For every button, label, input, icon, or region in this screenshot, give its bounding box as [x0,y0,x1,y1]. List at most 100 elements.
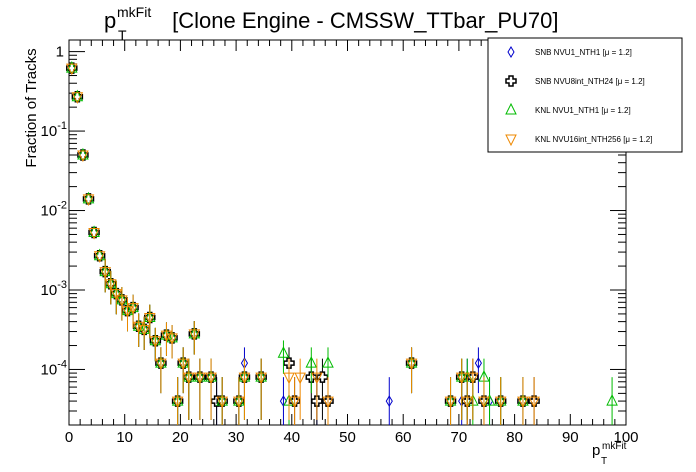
data-point [467,372,479,385]
data-point [233,396,245,409]
data-point [311,372,323,385]
data-point [205,372,217,385]
data-point [71,92,84,104]
x-tick-label: 80 [506,429,523,446]
data-point [182,372,195,385]
x-tick-label: 50 [339,429,356,446]
legend-marker [505,134,517,147]
x-tick-label: 10 [116,429,133,446]
x-axis-title-main: p [592,442,600,459]
data-point [444,396,457,409]
x-tick-label: 0 [65,429,73,446]
y-tick-label: 1 [56,44,64,61]
series-1 [66,62,540,425]
data-point [238,372,251,385]
data-point [494,396,507,409]
plot-area [65,60,618,425]
data-point [127,303,139,315]
data-point [93,251,106,263]
data-point [528,396,540,409]
title-rest: [Clone Engine - CMSSW_TTbar_PU70] [166,8,559,33]
y-tick-label: 10-1 [41,120,67,140]
data-point [71,89,84,102]
data-point [82,194,95,207]
data-point [116,295,128,308]
data-point [65,63,78,76]
x-tick-label: 40 [283,429,300,446]
data-point [104,279,117,291]
legend-entry: KNL NVU1_NTH1 [μ = 1.2] [505,102,631,115]
data-point [77,147,89,160]
data-point [255,372,267,385]
data-point [110,289,123,301]
data-point [279,395,288,408]
legend-label: KNL NVU1_NTH1 [μ = 1.2] [535,106,631,115]
data-point [88,227,100,240]
legend-label: SNB NVU1_NTH1 [μ = 1.2] [535,48,632,57]
data-point [283,372,295,385]
legend-entry: KNL NVU16int_NTH256 [μ = 1.2] [505,134,652,147]
data-point [385,395,393,408]
data-point [88,225,100,237]
legend-label: SNB NVU8int_NTH24 [μ = 1.2] [535,77,645,86]
data-point [99,267,112,279]
data-point [77,150,89,163]
title-main: p [104,8,116,33]
legend-entry: SNB NVU8int_NTH24 [μ = 1.2] [505,75,645,87]
data-point [517,396,529,409]
data-point [177,358,189,371]
chart-title: p mkFit T [Clone Engine - CMSSW_TTbar_PU… [104,4,559,43]
data-point [455,372,468,385]
data-point [121,306,134,318]
y-axis-title: Fraction of Tracks [23,48,40,167]
x-tick-label: 70 [451,429,468,446]
x-tick-label: 20 [172,429,189,446]
data-point [65,60,78,73]
y-tick-label: 10-4 [41,358,67,378]
data-point [405,358,418,371]
legend-box [487,37,683,153]
x-tick-label: 100 [613,429,638,446]
x-tick-label: 90 [562,429,579,446]
legend-marker [507,46,515,58]
legend-marker [505,102,517,115]
data-point [316,371,329,383]
data-point [149,336,162,348]
series-0 [68,62,527,425]
data-point [82,191,95,204]
data-point [138,324,151,337]
data-point [143,313,156,325]
data-point [478,396,490,409]
y-tick-label: 10-3 [41,279,67,299]
legend-marker [505,75,517,87]
data-point [188,329,201,342]
data-point [155,358,167,371]
x-tick-label: 30 [228,429,245,446]
x-axis-title: p mkFit T [592,441,627,467]
data-point [288,396,301,409]
x-tick-label: 60 [395,429,412,446]
data-point [461,396,474,409]
x-axis-title-superscript: mkFit [602,441,627,452]
data-point [132,321,145,334]
data-point [606,393,618,406]
data-point [294,372,306,385]
y-tick-label: 10-2 [41,200,67,220]
legend: SNB NVU1_NTH1 [μ = 1.2] SNB NVU8int_NTH24… [487,37,683,153]
data-point [166,333,178,345]
title-subscript: T [118,27,127,43]
data-point [93,248,106,261]
series-3 [65,63,540,425]
data-point [305,356,318,368]
data-point [322,356,334,368]
data-point [277,346,290,358]
x-axis-title-subscript: T [601,456,607,467]
data-point [322,396,334,409]
data-point [171,396,184,409]
data-point [194,372,206,385]
data-point [216,396,228,409]
data-point [160,330,173,343]
data-point [474,357,482,370]
legend-entry: SNB NVU1_NTH1 [μ = 1.2] [507,46,632,58]
